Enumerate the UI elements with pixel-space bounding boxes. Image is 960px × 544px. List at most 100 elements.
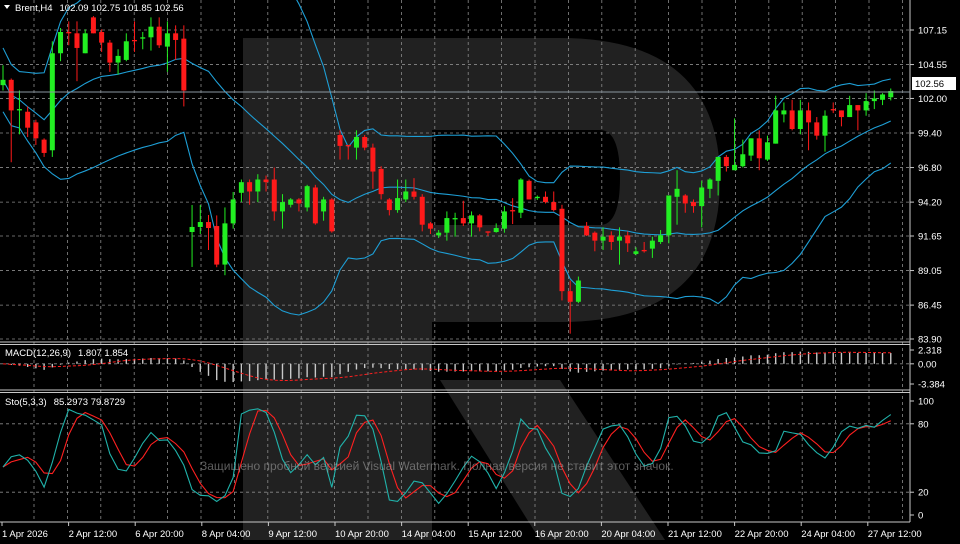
candle-body: [559, 208, 565, 292]
candle: [230, 192, 236, 229]
candle-body: [584, 226, 590, 236]
candle-body: [617, 236, 622, 241]
candle: [345, 144, 351, 160]
macd-tick-label: 0.00: [918, 359, 937, 370]
candle: [814, 117, 820, 140]
collapse-triangle-icon[interactable]: [4, 5, 10, 9]
candle: [732, 118, 738, 171]
candle-body: [608, 235, 614, 242]
price-tick-label: 99.40: [918, 129, 942, 140]
candle-body: [378, 168, 384, 195]
stochastic-tick-label: 80: [918, 419, 929, 430]
candle-body: [732, 164, 738, 171]
candle: [296, 198, 302, 212]
candle: [148, 17, 154, 51]
candle: [559, 204, 565, 301]
candle-body: [534, 196, 540, 199]
price-tick-label: 102.00: [918, 94, 947, 105]
candle-body: [140, 37, 146, 39]
time-tick-label: 16 Apr 20:00: [535, 529, 589, 540]
candle: [469, 211, 475, 237]
candle: [543, 191, 549, 204]
candle: [16, 90, 22, 135]
candle-body: [181, 38, 187, 91]
candle-body: [255, 179, 261, 192]
candle: [748, 138, 754, 161]
time-tick-label: 15 Apr 12:00: [468, 529, 522, 540]
candle-body: [510, 210, 516, 212]
candle: [140, 31, 146, 50]
candle: [164, 21, 170, 72]
candle: [123, 33, 129, 62]
candle-body: [247, 182, 253, 192]
candle-body: [715, 156, 721, 181]
macd-label: MACD(12,26,9): [5, 348, 71, 359]
candle-body: [493, 228, 499, 233]
bollinger-lower: [2, 111, 892, 316]
stochastic-tick-label: 100: [918, 397, 934, 408]
candle: [74, 21, 80, 82]
price-tick-label: 83.90: [918, 335, 942, 346]
candle: [214, 215, 220, 268]
time-tick-label: 1 Apr 2026: [2, 529, 48, 540]
candle-body: [690, 202, 696, 207]
candle: [452, 212, 458, 237]
candle-body: [674, 188, 680, 197]
candle-body: [419, 196, 425, 225]
candle-body: [452, 218, 458, 220]
candle: [764, 135, 770, 161]
candle-body: [756, 138, 762, 159]
stochastic-readout: 85.2973 79.8729: [54, 397, 125, 408]
candle-body: [855, 105, 861, 111]
candle: [321, 196, 327, 221]
candle: [584, 222, 590, 236]
stochastic-main-line: [2, 408, 892, 505]
candle-body: [296, 199, 302, 204]
candle-body: [8, 79, 14, 111]
candle-body: [847, 105, 853, 118]
candle-body: [633, 251, 639, 254]
macd-tick-label: -3.384: [918, 380, 945, 391]
candle-body: [148, 26, 154, 38]
current-price-box: [912, 77, 956, 90]
candle: [847, 95, 853, 118]
candle: [378, 166, 384, 200]
candle-body: [838, 110, 844, 118]
ohlc-readout: 102.09 102.75 101.85 102.56: [60, 3, 184, 14]
macd-signal-line: [2, 351, 891, 382]
candle-body: [600, 236, 606, 241]
time-axis[interactable]: 1 Apr 2026 2 Apr 12:00 6 Apr 20:00 8 Apr 04…: [1, 522, 922, 540]
time-tick-label: 22 Apr 20:00: [735, 529, 789, 540]
candle: [247, 179, 253, 205]
candle: [263, 175, 269, 192]
candle: [25, 106, 31, 137]
symbol-label: Brent,H4: [15, 3, 53, 14]
candle: [255, 174, 261, 203]
price-axis[interactable]: 107.15 104.55 102.00 99.40 96.80 94.20 91.65 89…: [910, 26, 947, 522]
candle-body: [123, 41, 129, 60]
candle-body: [353, 136, 359, 148]
time-tick-label: 20 Apr 04:00: [601, 529, 655, 540]
candle: [806, 102, 812, 151]
price-tick-label: 89.05: [918, 266, 942, 277]
macd-tick-label: 2.318: [918, 346, 942, 357]
candle: [132, 21, 138, 52]
candle-body: [288, 199, 294, 205]
candle-body: [806, 110, 812, 123]
candle-body: [789, 110, 795, 130]
candle-body: [90, 17, 96, 34]
candle: [329, 198, 335, 233]
candle: [789, 99, 795, 131]
candle: [493, 223, 499, 233]
candle: [534, 195, 540, 200]
candle: [0, 65, 6, 91]
candle: [510, 198, 516, 225]
candle-body: [625, 235, 631, 244]
candle-body: [501, 211, 507, 229]
candle: [551, 191, 557, 212]
candle-body: [575, 280, 581, 302]
candle-body: [312, 187, 318, 224]
candle: [362, 134, 368, 151]
candle-body: [156, 26, 162, 46]
